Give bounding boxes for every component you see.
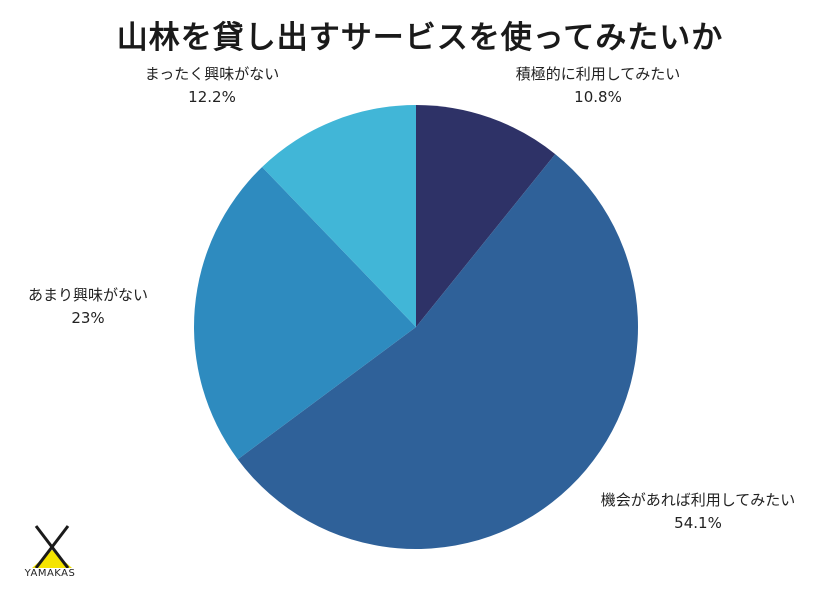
slice-label: 積極的に利用してみたい xyxy=(516,65,681,83)
slice-value-label: 12.2% xyxy=(188,88,236,106)
yamakas-logo-icon xyxy=(32,525,72,568)
pie-slice xyxy=(237,154,639,550)
slice-label: あまり興味がない xyxy=(28,286,148,304)
logo-text: YAMAKAS xyxy=(24,568,76,579)
slice-value-label: 23% xyxy=(71,309,104,327)
slice-label: 機会があれば利用してみたい xyxy=(601,491,796,509)
pie-slice xyxy=(194,166,416,460)
pie-slice xyxy=(416,105,556,327)
slice-value-label: 54.1% xyxy=(674,514,722,532)
pie-slice xyxy=(262,105,416,327)
slice-value-label: 10.8% xyxy=(574,88,622,106)
chart-title: 山林を貸し出すサービスを使ってみたいか xyxy=(116,20,724,56)
slice-label: まったく興味がない xyxy=(145,65,279,83)
